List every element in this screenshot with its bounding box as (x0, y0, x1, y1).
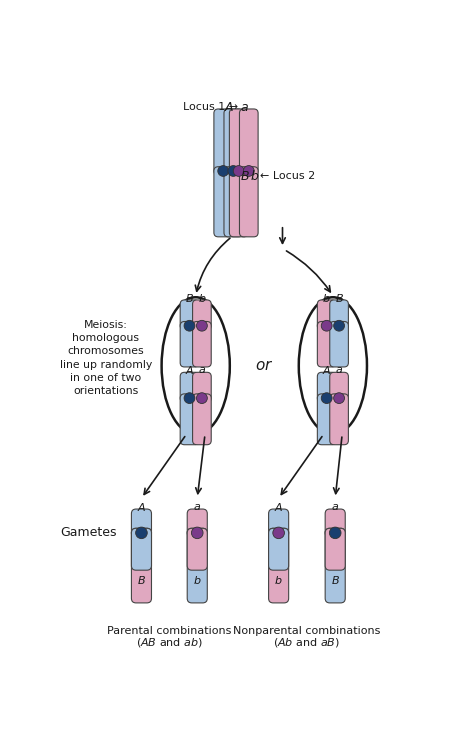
Text: $b$: $b$ (250, 170, 259, 183)
Text: $a$: $a$ (198, 366, 206, 376)
Circle shape (273, 527, 285, 538)
Text: $b$: $b$ (193, 574, 201, 586)
Text: $b$: $b$ (274, 574, 283, 586)
Text: $a$: $a$ (193, 502, 201, 512)
FancyBboxPatch shape (180, 394, 199, 445)
FancyBboxPatch shape (131, 528, 152, 603)
Circle shape (233, 165, 244, 176)
Text: ($Ab$ and $aB$): ($Ab$ and $aB$) (274, 635, 340, 649)
Text: $or$: $or$ (255, 358, 274, 373)
FancyBboxPatch shape (268, 528, 289, 603)
Text: Nonparental combinations: Nonparental combinations (233, 626, 381, 636)
Circle shape (329, 527, 341, 538)
Circle shape (196, 393, 207, 403)
Text: $B$: $B$ (331, 574, 340, 586)
Circle shape (334, 321, 345, 331)
Text: $A$: $A$ (322, 364, 331, 376)
Text: $B$: $B$ (240, 170, 249, 182)
Text: $A$: $A$ (274, 502, 283, 514)
FancyBboxPatch shape (317, 300, 336, 330)
Circle shape (191, 527, 203, 538)
FancyBboxPatch shape (224, 167, 243, 237)
FancyBboxPatch shape (214, 167, 232, 237)
Circle shape (184, 393, 195, 403)
FancyBboxPatch shape (239, 167, 258, 237)
Text: $A$: $A$ (137, 502, 146, 514)
FancyBboxPatch shape (187, 509, 207, 538)
Circle shape (321, 321, 332, 331)
FancyBboxPatch shape (317, 394, 336, 445)
Text: $A$: $A$ (185, 364, 194, 376)
FancyBboxPatch shape (214, 109, 232, 175)
FancyBboxPatch shape (325, 528, 345, 570)
Circle shape (321, 393, 332, 403)
Circle shape (184, 321, 195, 331)
FancyBboxPatch shape (224, 109, 243, 175)
FancyBboxPatch shape (239, 109, 258, 175)
FancyBboxPatch shape (180, 372, 199, 403)
FancyBboxPatch shape (193, 321, 211, 367)
FancyBboxPatch shape (131, 509, 152, 538)
FancyBboxPatch shape (193, 394, 211, 445)
Circle shape (218, 165, 229, 176)
FancyBboxPatch shape (317, 321, 336, 367)
Circle shape (243, 165, 254, 176)
FancyBboxPatch shape (193, 372, 211, 403)
FancyBboxPatch shape (325, 509, 345, 538)
Text: $B$: $B$ (334, 292, 344, 304)
FancyBboxPatch shape (230, 167, 248, 237)
FancyBboxPatch shape (317, 372, 336, 403)
FancyBboxPatch shape (330, 394, 348, 445)
FancyBboxPatch shape (187, 528, 207, 603)
Circle shape (228, 165, 239, 176)
FancyBboxPatch shape (330, 372, 348, 403)
Text: ($AB$ and $ab$): ($AB$ and $ab$) (136, 635, 203, 649)
Circle shape (196, 321, 207, 331)
FancyBboxPatch shape (330, 300, 348, 330)
Text: $a$: $a$ (240, 101, 249, 113)
Text: $B$: $B$ (185, 292, 194, 304)
Circle shape (136, 527, 147, 538)
Text: Locus 1 →: Locus 1 → (183, 102, 238, 112)
Circle shape (334, 393, 345, 403)
FancyBboxPatch shape (180, 300, 199, 330)
Text: $A$: $A$ (224, 101, 234, 113)
FancyBboxPatch shape (180, 321, 199, 367)
FancyBboxPatch shape (230, 109, 248, 175)
Text: $b$: $b$ (198, 292, 206, 304)
Text: ← Locus 2: ← Locus 2 (260, 171, 315, 181)
FancyBboxPatch shape (268, 509, 289, 538)
FancyBboxPatch shape (268, 528, 289, 570)
Text: $a$: $a$ (331, 502, 339, 512)
Text: Meiosis:
homologous
chromosomes
line up randomly
in one of two
orientations: Meiosis: homologous chromosomes line up … (60, 320, 152, 396)
Text: $B$: $B$ (137, 574, 146, 586)
FancyBboxPatch shape (325, 528, 345, 603)
FancyBboxPatch shape (330, 321, 348, 367)
FancyBboxPatch shape (187, 528, 207, 570)
Text: Gametes: Gametes (61, 526, 117, 539)
Text: $b$: $b$ (322, 292, 331, 304)
Text: $a$: $a$ (335, 366, 343, 376)
FancyBboxPatch shape (131, 528, 152, 570)
Text: Parental combinations: Parental combinations (107, 626, 231, 636)
FancyBboxPatch shape (193, 300, 211, 330)
